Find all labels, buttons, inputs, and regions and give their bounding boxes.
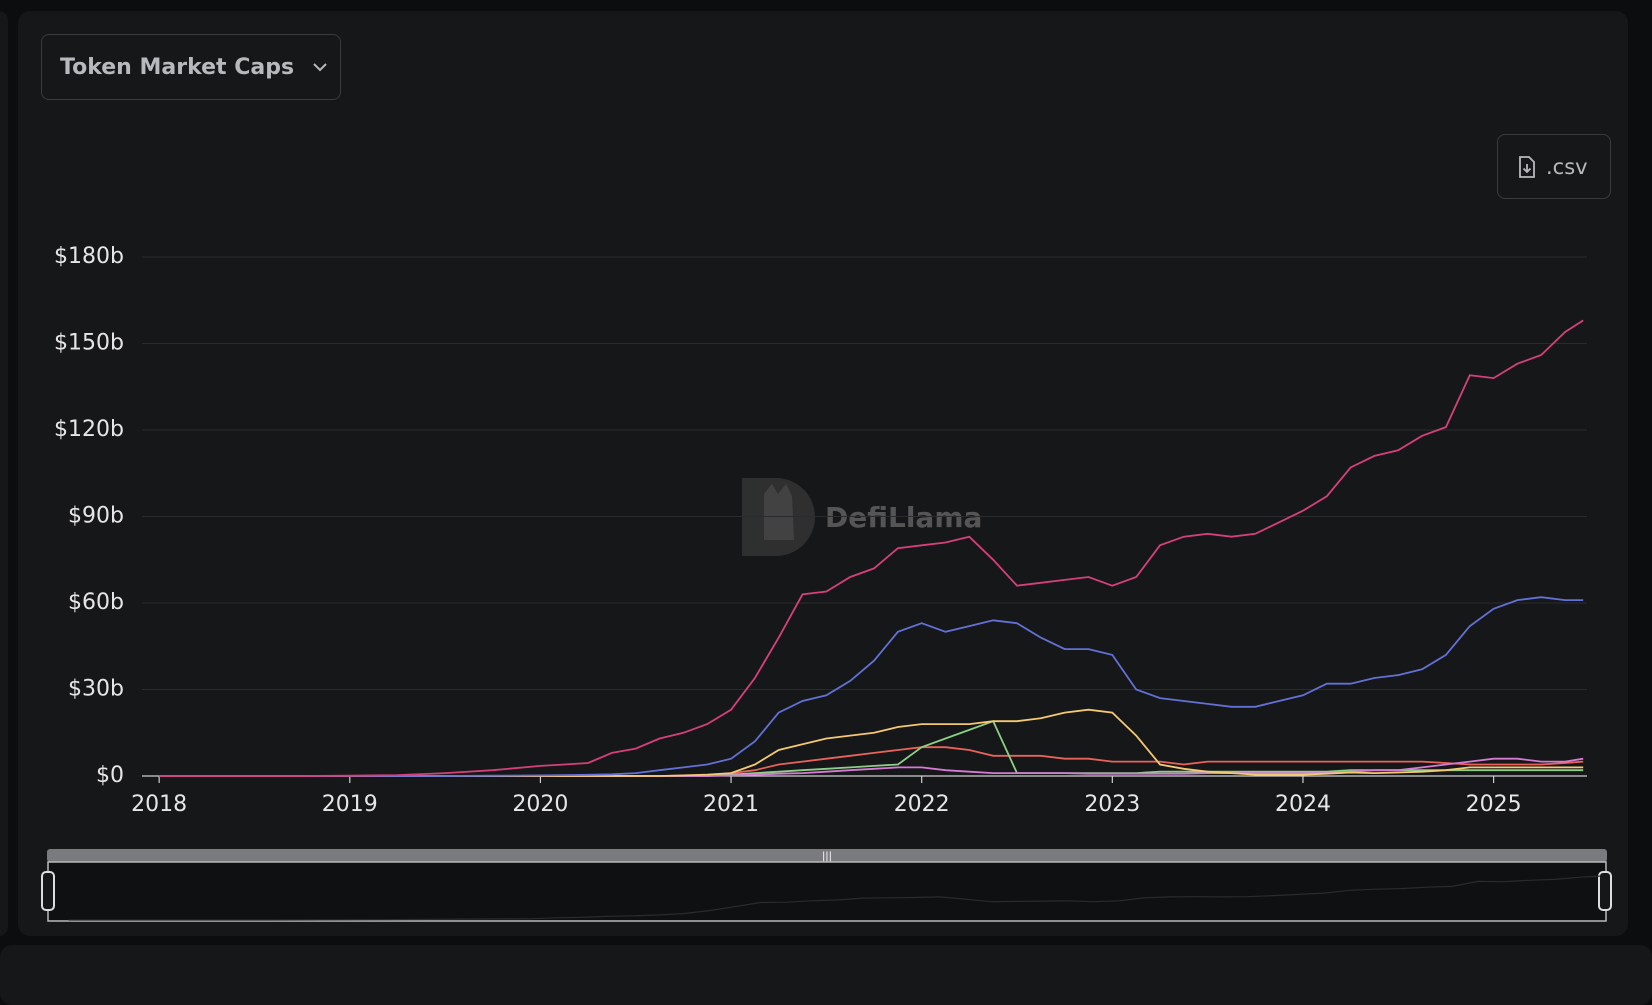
x-tick-label: 2020: [512, 792, 568, 817]
y-tick-label: $180b: [54, 244, 124, 269]
dropdown[interactable]: Token Market Caps: [41, 34, 341, 100]
y-tick-label: $120b: [54, 417, 124, 442]
y-tick-label: $30b: [68, 677, 124, 702]
x-tick-label: 2018: [131, 792, 187, 817]
navigator-bar[interactable]: [47, 849, 1607, 862]
y-tick-label: $90b: [68, 504, 124, 529]
series-line: [159, 720, 1584, 777]
series-line: [159, 319, 1584, 777]
page: Token Market Caps .csv DefiLlama ||| $0 $…: [0, 11, 1628, 936]
dropdown-label: Token Market Caps: [60, 54, 295, 80]
chart-card: [18, 11, 1628, 936]
watermark: DefiLlama: [825, 501, 982, 534]
series-line: [159, 746, 1584, 777]
x-tick-label: 2025: [1466, 792, 1522, 817]
x-tick-label: 2021: [703, 792, 759, 817]
csv-button[interactable]: .csv: [1497, 134, 1611, 199]
navigator: [47, 861, 1607, 922]
side-panel: [0, 11, 8, 936]
chevron-icon: [313, 63, 327, 72]
navigator-grip: |||: [822, 851, 832, 862]
x-tick-label: 2022: [894, 792, 950, 817]
y-tick-label: $60b: [68, 590, 124, 615]
csv-label: .csv: [1546, 154, 1588, 179]
navigator-line: [68, 875, 1600, 921]
y-tick-label: $150b: [54, 331, 124, 356]
chart: DefiLlama ||| $0 $30b $60b $90b $120b $150b $1…: [41, 244, 1612, 922]
navigator-handle-left[interactable]: [41, 871, 55, 911]
navigator-handle-right[interactable]: [1598, 871, 1612, 911]
x-tick-label: 2024: [1275, 792, 1331, 817]
x-tick-label: 2019: [322, 792, 378, 817]
x-tick-label: 2023: [1084, 792, 1140, 817]
series-line: [159, 596, 1584, 777]
download-icon: [1519, 155, 1535, 178]
y-tick-label: $0: [96, 763, 124, 788]
